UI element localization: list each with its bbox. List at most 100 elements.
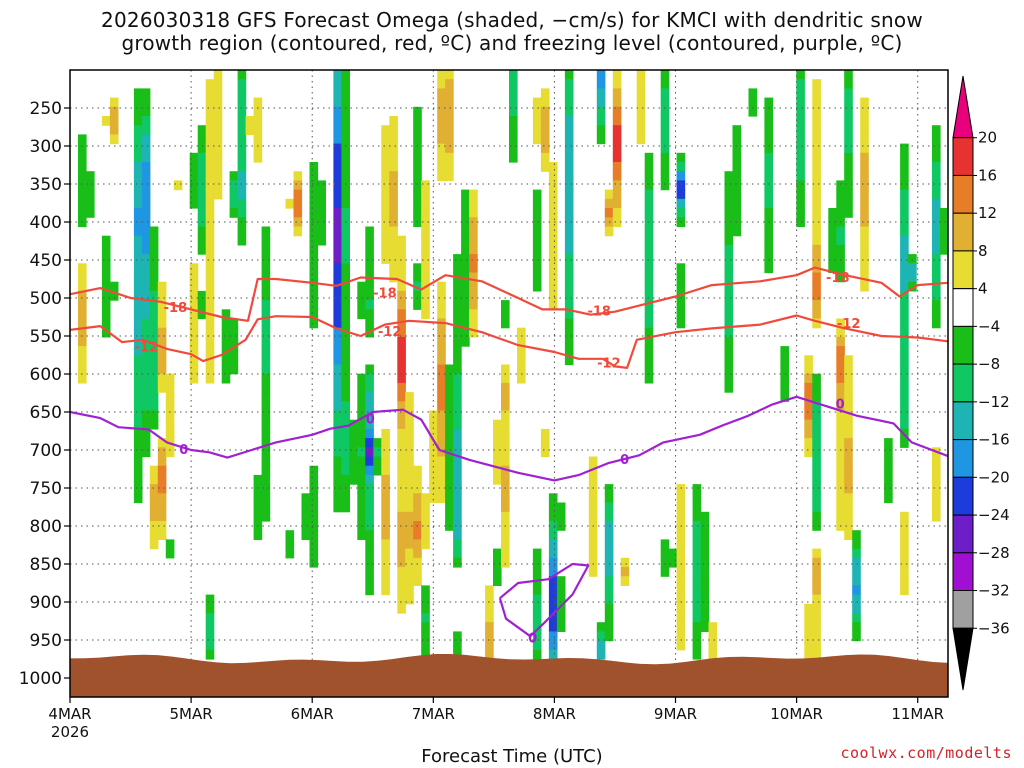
omega-cell xyxy=(900,548,909,559)
omega-cell xyxy=(548,208,558,218)
omega-cell xyxy=(221,355,231,366)
omega-cell xyxy=(437,410,446,421)
omega-cell xyxy=(644,198,654,209)
omega-cell xyxy=(445,152,454,163)
omega-cell xyxy=(532,125,542,135)
omega-cell xyxy=(932,235,941,246)
omega-cell xyxy=(732,198,742,209)
omega-cell xyxy=(357,465,366,476)
omega-cell xyxy=(445,392,454,402)
omega-cell xyxy=(133,364,143,375)
omega-cell xyxy=(78,180,87,191)
omega-cell xyxy=(189,290,199,301)
omega-cell xyxy=(844,521,853,531)
x-tick-label: 6MAR xyxy=(291,705,334,723)
omega-cell xyxy=(812,603,821,614)
omega-cell xyxy=(341,79,350,89)
omega-cell xyxy=(333,456,342,467)
omega-cell xyxy=(548,272,558,283)
omega-cell xyxy=(812,272,821,283)
omega-cell xyxy=(596,97,606,108)
omega-cell xyxy=(564,318,574,329)
omega-cell xyxy=(365,438,374,448)
omega-cell xyxy=(421,235,430,246)
omega-cell xyxy=(101,272,111,283)
omega-cell xyxy=(341,502,350,513)
omega-cell xyxy=(421,502,430,513)
omega-cell xyxy=(205,364,215,375)
omega-cell xyxy=(836,254,845,264)
omega-cell xyxy=(237,226,247,237)
credit-link[interactable]: coolwx.com/modelts xyxy=(840,744,1012,762)
omega-cell xyxy=(413,171,422,181)
omega-cell xyxy=(676,567,686,577)
omega-cell xyxy=(421,290,430,301)
omega-cell xyxy=(501,401,510,412)
omega-cell xyxy=(548,244,558,255)
omega-cell xyxy=(493,456,502,467)
omega-cell xyxy=(333,263,342,274)
omega-cell xyxy=(405,557,414,568)
omega-cell xyxy=(932,162,941,172)
omega-cell xyxy=(133,125,143,135)
colorbar-swatch xyxy=(952,250,974,290)
omega-cell xyxy=(844,198,853,209)
omega-cell xyxy=(764,171,773,181)
x-tick-label: 5MAR xyxy=(170,705,213,723)
omega-cell xyxy=(676,263,686,274)
omega-cell xyxy=(724,355,734,366)
omega-cell xyxy=(588,502,598,513)
omega-cell xyxy=(676,640,686,651)
omega-cell xyxy=(532,226,542,237)
omega-cell xyxy=(133,474,143,485)
omega-cell xyxy=(253,116,263,126)
omega-cell xyxy=(133,97,143,108)
omega-cell xyxy=(548,640,558,651)
omega-cell xyxy=(836,428,845,439)
omega-cell xyxy=(812,456,821,467)
omega-cell xyxy=(157,521,167,531)
omega-cell xyxy=(860,162,869,172)
omega-cell xyxy=(397,511,406,522)
omega-cell xyxy=(141,208,151,218)
omega-cell xyxy=(764,143,773,154)
omega-cell xyxy=(253,134,263,145)
omega-cell xyxy=(764,106,773,117)
omega-cell xyxy=(365,244,374,255)
omega-cell xyxy=(341,189,350,200)
omega-cell xyxy=(453,465,462,476)
omega-cell xyxy=(900,272,909,283)
omega-cell xyxy=(333,116,342,126)
omega-cell xyxy=(700,567,710,577)
omega-cell xyxy=(932,474,941,485)
omega-cell xyxy=(485,649,494,660)
omega-cell xyxy=(932,484,941,494)
omega-cell xyxy=(445,456,454,467)
omega-cell xyxy=(493,567,502,577)
omega-cell xyxy=(940,217,948,228)
omega-cell xyxy=(261,382,271,393)
omega-cell xyxy=(660,143,670,154)
omega-cell xyxy=(189,281,199,292)
omega-cell xyxy=(812,521,821,531)
x-axis-label: Forecast Time (UTC) xyxy=(421,746,603,767)
omega-cell xyxy=(796,116,805,126)
omega-cell xyxy=(796,79,805,89)
omega-cell xyxy=(365,493,374,504)
omega-cell xyxy=(532,594,542,605)
omega-cell xyxy=(804,355,813,366)
omega-cell xyxy=(309,309,319,320)
omega-cell xyxy=(532,631,542,642)
omega-cell xyxy=(149,309,159,320)
omega-cell xyxy=(205,613,215,623)
omega-cell xyxy=(333,198,342,209)
omega-cell xyxy=(421,272,430,283)
omega-cell xyxy=(932,272,941,283)
omega-cell xyxy=(532,548,542,559)
omega-cell xyxy=(365,401,374,412)
omega-cell xyxy=(373,456,382,467)
omega-cell xyxy=(309,511,319,522)
omega-cell xyxy=(724,309,734,320)
omega-cell xyxy=(237,171,247,181)
omega-cell xyxy=(341,263,350,274)
